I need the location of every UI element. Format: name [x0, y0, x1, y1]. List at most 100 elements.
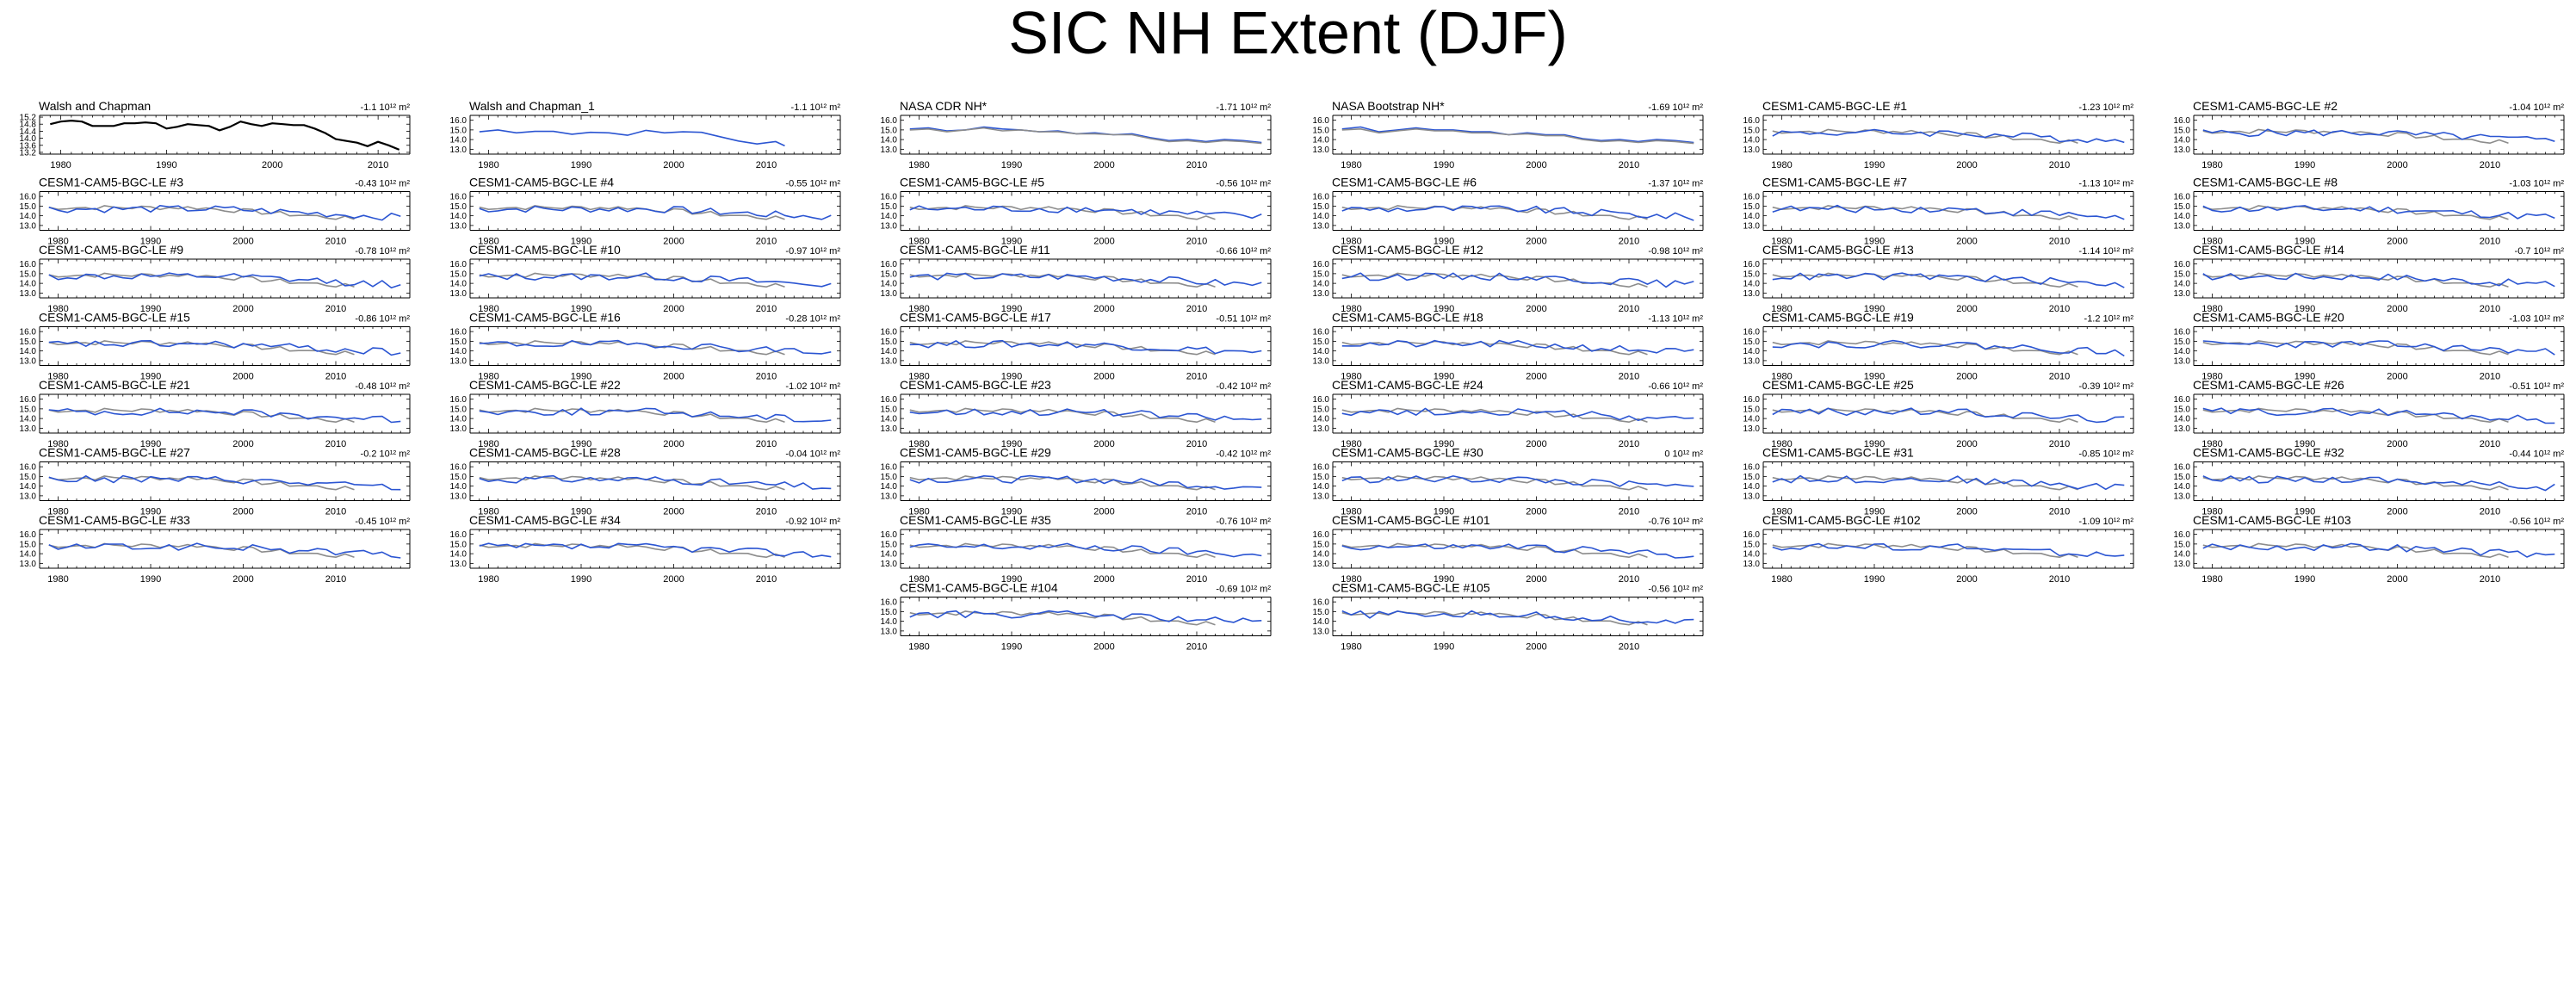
observed-series-line: [479, 205, 785, 220]
model-series-line: [1341, 272, 1694, 288]
y-tick-label: 16.0: [1743, 260, 1761, 269]
y-tick-label: 14.0: [1313, 347, 1330, 356]
model-series-line: [909, 542, 1262, 558]
trend-label: -1.2 10¹² m²: [2084, 314, 2134, 325]
trend-label: -1.69 10¹² m²: [1648, 102, 1703, 113]
y-tick-label: 16.0: [450, 328, 468, 337]
x-tick-label: 2000: [232, 304, 253, 314]
y-tick-label: 15.0: [1313, 540, 1330, 549]
chart-panel: CESM1-CAM5-BGC-LE #2 -1.04 10¹² m² 1980 199…: [2174, 99, 2565, 170]
x-tick-label: 2000: [663, 237, 684, 247]
trend-label: -0.44 10¹² m²: [2509, 449, 2564, 460]
y-tick-label: 13.0: [2174, 356, 2191, 366]
y-tick-label: 14.0: [2174, 280, 2191, 289]
model-series-line: [2202, 340, 2555, 356]
panel-title: CESM1-CAM5-BGC-LE #15: [39, 311, 190, 325]
y-tick-label: 15.0: [1313, 126, 1330, 135]
model-series-line: [48, 339, 401, 356]
x-tick-label: 1990: [571, 574, 591, 585]
trend-label: -1.02 10¹² m²: [785, 381, 840, 392]
observed-series-line: [1341, 205, 1648, 220]
panel-title: CESM1-CAM5-BGC-LE #20: [2193, 311, 2344, 325]
panel-title: CESM1-CAM5-BGC-LE #12: [1332, 243, 1483, 257]
panel-title: CESM1-CAM5-BGC-LE #104: [900, 581, 1058, 595]
x-tick-label: 2000: [1956, 574, 1977, 585]
y-tick-label: 13.0: [20, 221, 37, 231]
y-tick-label: 15.0: [1743, 337, 1761, 347]
chart-panel: NASA CDR NH* -1.71 10¹² m² 1980 1990 2000 201…: [881, 99, 1272, 170]
y-tick-label: 15.0: [1743, 126, 1761, 135]
y-tick-label: 14.0: [881, 617, 898, 627]
panel-title: CESM1-CAM5-BGC-LE #4: [469, 176, 614, 189]
trend-label: -0.97 10¹² m²: [785, 246, 840, 257]
x-tick-label: 2000: [1526, 372, 1546, 382]
y-tick-label: 15.0: [1743, 540, 1761, 549]
x-tick-label: 2000: [232, 574, 253, 585]
y-tick-label: 14.0: [1743, 212, 1761, 221]
chart-panel: CESM1-CAM5-BGC-LE #33 -0.45 10¹² m² 1980 19…: [20, 513, 411, 585]
panel-title: CESM1-CAM5-BGC-LE #8: [2193, 176, 2338, 189]
x-tick-label: 2010: [2049, 160, 2070, 170]
model-series-line: [2202, 272, 2555, 288]
panel-title: CESM1-CAM5-BGC-LE #103: [2193, 513, 2351, 527]
x-tick-label: 1990: [140, 574, 161, 585]
panel-title: CESM1-CAM5-BGC-LE #18: [1332, 311, 1483, 325]
model-series-line: [2202, 407, 2555, 424]
x-tick-label: 1990: [140, 304, 161, 314]
x-tick-label: 1990: [571, 160, 591, 170]
y-tick-label: 13.0: [450, 560, 468, 569]
chart-panel: CESM1-CAM5-BGC-LE #16 -0.28 10¹² m² 1980 19…: [450, 311, 841, 382]
x-tick-label: 2010: [756, 507, 777, 517]
x-tick-label: 1990: [156, 160, 176, 170]
trend-label: -1.09 10¹² m²: [2078, 517, 2133, 527]
x-tick-label: 1990: [1001, 507, 1022, 517]
model-series-line: [1341, 543, 1694, 559]
x-tick-label: 2010: [1186, 642, 1207, 653]
x-tick-label: 1990: [140, 372, 161, 382]
y-tick-label: 14.0: [450, 550, 468, 560]
x-tick-label: 1990: [1864, 304, 1885, 314]
x-tick-label: 1980: [908, 642, 929, 653]
model-series-line: [2202, 475, 2555, 492]
model-series-line: [479, 339, 832, 355]
y-tick-label: 13.0: [881, 424, 898, 434]
y-tick-label: 13.0: [1313, 289, 1330, 299]
y-tick-label: 14.4: [20, 127, 37, 137]
y-tick-label: 15.0: [881, 337, 898, 347]
x-tick-label: 2010: [2480, 507, 2500, 517]
chart-panel: CESM1-CAM5-BGC-LE #12 -0.98 10¹² m² 1980 19…: [1313, 243, 1704, 314]
x-tick-label: 1980: [47, 439, 68, 449]
x-tick-label: 1990: [1001, 372, 1022, 382]
y-tick-label: 16.0: [450, 193, 468, 202]
x-tick-label: 1990: [140, 237, 161, 247]
x-tick-label: 2010: [325, 372, 346, 382]
model-series-line: [1772, 128, 2125, 144]
y-tick-label: 15.0: [881, 269, 898, 279]
observed-series-line: [1772, 272, 2078, 288]
x-tick-label: 1980: [2201, 304, 2222, 314]
chart-panel: CESM1-CAM5-BGC-LE #1 -1.23 10¹² m² 1980 199…: [1743, 99, 2134, 170]
x-tick-label: 1980: [1341, 574, 1361, 585]
y-tick-label: 13.0: [450, 221, 468, 231]
model-series-line: [909, 272, 1262, 287]
model-series-line: [1341, 475, 1694, 487]
x-tick-label: 1990: [2294, 507, 2315, 517]
x-tick-label: 1990: [1434, 160, 1454, 170]
model-series-line: [50, 120, 400, 151]
panel-title: CESM1-CAM5-BGC-LE #13: [1762, 243, 1914, 257]
x-tick-label: 1980: [1341, 372, 1361, 382]
x-tick-label: 2010: [2049, 372, 2070, 382]
x-tick-label: 1990: [571, 439, 591, 449]
y-tick-label: 13.0: [881, 221, 898, 231]
chart-panel: CESM1-CAM5-BGC-LE #17 -0.51 10¹² m² 1980 19…: [881, 311, 1272, 382]
x-tick-label: 1980: [908, 372, 929, 382]
y-tick-label: 14.0: [450, 482, 468, 492]
trend-label: -1.03 10¹² m²: [2509, 314, 2564, 325]
x-tick-label: 1990: [1864, 372, 1885, 382]
trend-label: -0.98 10¹² m²: [1648, 246, 1703, 257]
trend-label: -1.13 10¹² m²: [1648, 314, 1703, 325]
observed-series-line: [909, 272, 1216, 288]
x-tick-label: 1990: [1001, 642, 1022, 653]
trend-label: -0.66 10¹² m²: [1216, 246, 1271, 257]
